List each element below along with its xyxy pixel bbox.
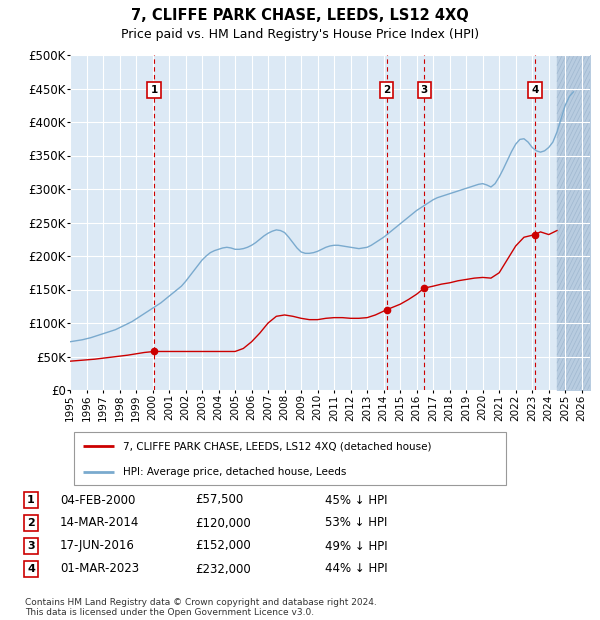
- Text: 49% ↓ HPI: 49% ↓ HPI: [325, 539, 388, 552]
- Text: 2: 2: [383, 85, 391, 95]
- Text: 7, CLIFFE PARK CHASE, LEEDS, LS12 4XQ: 7, CLIFFE PARK CHASE, LEEDS, LS12 4XQ: [131, 8, 469, 23]
- Text: 44% ↓ HPI: 44% ↓ HPI: [325, 562, 388, 575]
- Text: 3: 3: [27, 541, 35, 551]
- Text: 1: 1: [151, 85, 158, 95]
- Text: 3: 3: [421, 85, 428, 95]
- Text: 17-JUN-2016: 17-JUN-2016: [60, 539, 135, 552]
- Text: 1: 1: [27, 495, 35, 505]
- Text: 01-MAR-2023: 01-MAR-2023: [60, 562, 139, 575]
- Text: 04-FEB-2000: 04-FEB-2000: [60, 494, 136, 507]
- Text: 45% ↓ HPI: 45% ↓ HPI: [325, 494, 388, 507]
- Text: 53% ↓ HPI: 53% ↓ HPI: [325, 516, 388, 529]
- Text: Contains HM Land Registry data © Crown copyright and database right 2024.
This d: Contains HM Land Registry data © Crown c…: [25, 598, 377, 618]
- Text: 4: 4: [27, 564, 35, 574]
- Text: Price paid vs. HM Land Registry's House Price Index (HPI): Price paid vs. HM Land Registry's House …: [121, 28, 479, 41]
- Text: £57,500: £57,500: [195, 494, 243, 507]
- Text: HPI: Average price, detached house, Leeds: HPI: Average price, detached house, Leed…: [123, 467, 346, 477]
- Text: £152,000: £152,000: [195, 539, 251, 552]
- Text: £232,000: £232,000: [195, 562, 251, 575]
- Text: 14-MAR-2014: 14-MAR-2014: [60, 516, 139, 529]
- Text: 2: 2: [27, 518, 35, 528]
- Text: 4: 4: [532, 85, 539, 95]
- Text: £120,000: £120,000: [195, 516, 251, 529]
- Text: 7, CLIFFE PARK CHASE, LEEDS, LS12 4XQ (detached house): 7, CLIFFE PARK CHASE, LEEDS, LS12 4XQ (d…: [123, 441, 431, 451]
